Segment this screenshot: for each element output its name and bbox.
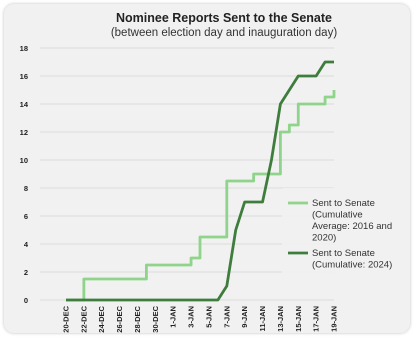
series-group — [66, 60, 336, 302]
y-tick-label: 18 — [20, 44, 28, 53]
x-tick-label: 19-JAN — [330, 306, 339, 332]
y-tick-label: 2 — [24, 268, 28, 277]
legend-label-1: 2020) — [312, 233, 336, 244]
y-tick-label: 4 — [24, 240, 29, 249]
x-tick-label: 24-DEC — [97, 305, 106, 332]
x-tick-label: 5-JAN — [204, 306, 213, 328]
x-tick-label: 26-DEC — [115, 305, 124, 332]
series-line-2 — [66, 60, 334, 302]
y-tick-label: 8 — [24, 184, 28, 193]
legend-label-1: Average: 2016 and — [312, 221, 392, 232]
y-tick-label: 16 — [20, 72, 28, 81]
x-tick-label: 7-JAN — [222, 306, 231, 328]
chart-canvas: Nominee Reports Sent to the Senate (betw… — [20, 11, 404, 333]
x-tick-label: 9-JAN — [240, 306, 249, 328]
x-tick-label: 17-JAN — [312, 306, 321, 332]
gridlines — [40, 47, 334, 301]
x-tick-label: 13-JAN — [276, 306, 285, 332]
series-line-1 — [66, 90, 336, 302]
legend-label-2: Sent to Senate — [312, 248, 375, 259]
x-tick-label: 3-JAN — [187, 306, 196, 328]
x-tick-label: 28-DEC — [133, 305, 142, 332]
legend-label-2: (Cumulative: 2024) — [312, 260, 392, 271]
y-tick-label: 14 — [20, 100, 29, 109]
x-tick-label: 1-JAN — [169, 306, 178, 328]
y-tick-label: 10 — [20, 156, 28, 165]
x-tick-label: 20-DEC — [62, 305, 71, 332]
legend-background — [282, 188, 404, 296]
y-tick-label: 0 — [24, 296, 28, 305]
legend-label-1: Sent to Senate — [312, 198, 375, 209]
y-axis: 0 2 4 6 8 10 12 14 16 18 — [20, 44, 29, 305]
chart-title: Nominee Reports Sent to the Senate — [116, 11, 332, 25]
y-tick-label: 6 — [24, 212, 28, 221]
y-tick-label: 12 — [20, 128, 28, 137]
x-tick-label: 30-DEC — [151, 305, 160, 332]
x-axis: 20-DEC 22-DEC 24-DEC 26-DEC 28-DEC 30-DEC 1-JA… — [62, 305, 339, 332]
x-tick-label: 22-DEC — [79, 305, 88, 332]
x-tick-label: 15-JAN — [294, 306, 303, 332]
chart-frame: Nominee Reports Sent to the Senate (betw… — [4, 4, 410, 333]
x-tick-label: 11-JAN — [258, 306, 267, 331]
legend-label-1: (Cumulative — [312, 210, 363, 221]
chart-subtitle: (between election day and inauguration d… — [111, 27, 337, 39]
